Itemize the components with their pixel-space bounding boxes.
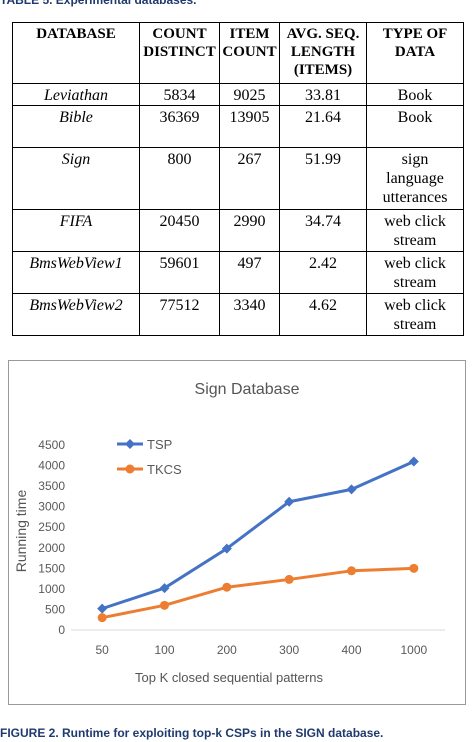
cell-avg-seq-length: 2.42 (279, 251, 367, 294)
legend: TSP TKCS (117, 437, 182, 477)
cell-type-of-data: web click stream (366, 251, 464, 294)
cell-count-distinct: 800 (139, 147, 220, 210)
databases-table: DATABASE COUNT DISTINCT ITEM COUNT AVG. … (12, 22, 464, 336)
cell-count-distinct: 20450 (139, 209, 220, 252)
cell-count-distinct: 59601 (139, 251, 220, 294)
x-tick-label: 400 (341, 643, 361, 657)
x-tick-label: 1000 (400, 643, 427, 657)
cell-avg-seq-length: 34.74 (279, 209, 367, 252)
data-point-tkcs (347, 566, 356, 576)
series-line-tkcs (101, 566, 414, 620)
cell-item-count: 497 (219, 251, 280, 294)
table-row: Leviathan 5834 9025 33.81 Book (12, 83, 464, 106)
y-axis-label: Running time (13, 490, 29, 573)
table-header-row: DATABASE COUNT DISTINCT ITEM COUNT AVG. … (12, 22, 464, 84)
y-tick-label: 0 (58, 623, 65, 637)
header-database: DATABASE (12, 22, 140, 84)
cell-database: FIFA (12, 209, 140, 252)
cell-avg-seq-length: 4.62 (279, 293, 367, 336)
legend-label-tsp: TSP (147, 437, 172, 452)
legend-marker-tsp (125, 439, 135, 449)
cell-count-distinct: 5834 (139, 83, 220, 106)
table-row: BmsWebView1 59601 497 2.42 web click str… (12, 251, 464, 294)
cell-type-of-data: web click stream (366, 209, 464, 252)
x-tick-label: 200 (217, 643, 237, 657)
series-layer (97, 456, 419, 623)
data-point-tsp (284, 496, 295, 507)
chart-frame: Sign Database Top K closed sequential pa… (8, 360, 466, 705)
cell-count-distinct: 36369 (139, 105, 220, 148)
data-point-tsp (221, 543, 232, 554)
y-tick-label: 4000 (38, 459, 65, 473)
cell-type-of-data: web click stream (366, 293, 464, 336)
item-count-value: 13905 (229, 109, 270, 126)
x-tick-label: 100 (154, 643, 174, 657)
table-row: Bible 36369 13905 21.64 Book (12, 105, 464, 148)
y-tick-label: 1000 (38, 582, 65, 596)
data-point-tkcs (222, 582, 232, 592)
cell-type-of-data: Book (366, 83, 464, 106)
y-tick-labels: 0 500 1000 1500 2000 2500 3000 3500 4000 4500 (38, 438, 65, 637)
x-axis-label: Top K closed sequential patterns (135, 670, 323, 685)
cell-avg-seq-length: 33.81 (279, 83, 367, 106)
data-point-tsp (346, 484, 357, 495)
cell-item-count: 267 (219, 147, 280, 210)
header-avg-seq-length: AVG. SEQ. LENGTH (ITEMS) (279, 22, 367, 84)
header-count-distinct: COUNT DISTINCT (139, 22, 220, 84)
y-tick-label: 3500 (38, 479, 65, 493)
data-point-tkcs (284, 574, 294, 584)
data-point-tsp (159, 583, 170, 594)
x-tick-label: 50 (95, 643, 109, 657)
figure-caption: FIGURE 2. Runtime for exploiting top-k C… (0, 726, 384, 740)
y-tick-label: 3000 (38, 500, 65, 514)
data-point-tsp (97, 603, 108, 614)
cell-database: BmsWebView2 (12, 293, 140, 336)
runtime-chart: Sign Database Top K closed sequential pa… (13, 381, 445, 685)
cell-database: Sign (12, 147, 140, 210)
cell-type-of-data: sign language utterances (366, 147, 464, 210)
cell-avg-seq-length: 21.64 (279, 105, 367, 148)
cell-item-count: 9025 (219, 83, 280, 106)
header-type-of-data: TYPE OF DATA (366, 22, 464, 84)
cell-database: Leviathan (12, 83, 140, 106)
table-row: FIFA 20450 2990 34.74 web click stream (12, 209, 464, 252)
data-point-tsp (408, 456, 419, 467)
cell-item-count: 13905 (219, 105, 280, 148)
cell-avg-seq-length: 51.99 (279, 147, 367, 210)
table-row: BmsWebView2 77512 3340 4.62 web click st… (12, 293, 464, 336)
cell-type-of-data: Book (366, 105, 464, 148)
legend-label-tkcs: TKCS (147, 462, 182, 477)
table-caption: TABLE 5. Experimental databases. (0, 0, 197, 7)
x-tick-label: 300 (279, 643, 299, 657)
cell-item-count: 2990 (219, 209, 280, 252)
data-point-tkcs (97, 613, 107, 623)
data-point-tkcs (160, 600, 169, 610)
cell-database: Bible (12, 105, 140, 148)
y-tick-label: 500 (45, 602, 65, 616)
chart-title: Sign Database (195, 381, 300, 398)
y-tick-label: 4500 (38, 438, 65, 452)
series-line-tsp (101, 460, 415, 611)
y-tick-label: 2500 (38, 520, 65, 534)
data-point-tkcs (409, 563, 419, 573)
y-tick-label: 2000 (38, 541, 65, 555)
header-item-count: ITEM COUNT (219, 22, 280, 84)
cell-database: BmsWebView1 (12, 251, 140, 294)
cell-count-distinct: 77512 (139, 293, 220, 336)
x-tick-labels: 50 100 200 300 400 1000 (95, 643, 427, 657)
cell-item-count: 3340 (219, 293, 280, 336)
legend-marker-tkcs (125, 464, 135, 474)
y-tick-label: 1500 (38, 561, 65, 575)
table-row: Sign 800 267 51.99 sign language utteran… (12, 147, 464, 210)
